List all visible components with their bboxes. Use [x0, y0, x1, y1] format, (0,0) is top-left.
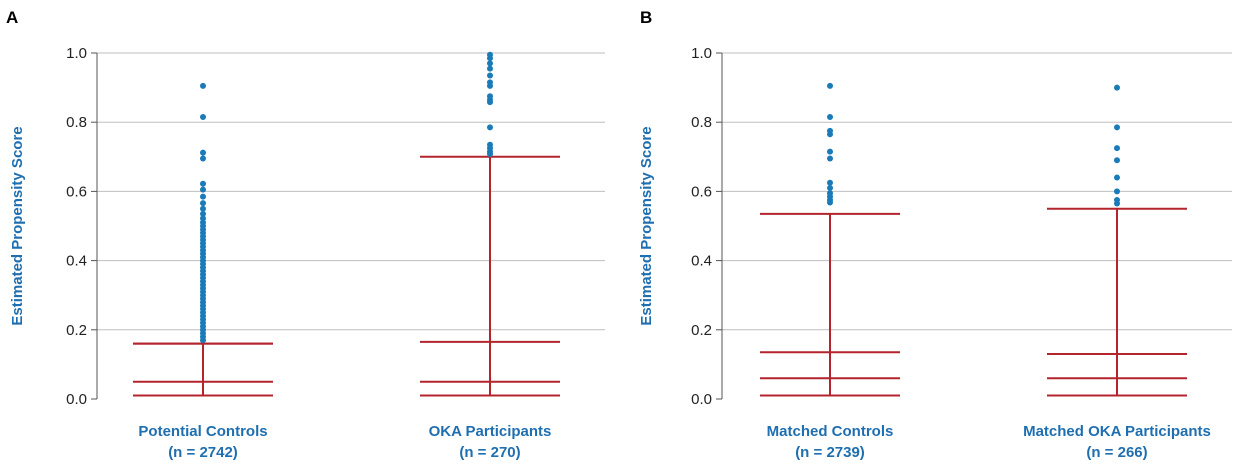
outlier-point	[200, 155, 206, 162]
outlier-point	[1114, 124, 1120, 131]
category-n-label: (n = 2742)	[168, 444, 238, 461]
panel-a-plot: 0.0 0.2 0.4 0.6 0.8 1.0 Estimated Propensity S…	[9, 45, 605, 461]
box-oka-participants	[420, 51, 560, 397]
outlier-point	[827, 82, 833, 89]
y-tick-label: 1.0	[66, 45, 87, 62]
y-tick-label: 0.0	[691, 391, 712, 408]
outlier-point	[200, 215, 206, 222]
category-n-label: (n = 2739)	[795, 444, 865, 461]
panel-a-letter: A	[6, 8, 18, 27]
outlier-point	[200, 180, 206, 187]
outlier-point	[1114, 157, 1120, 164]
outlier-point	[200, 200, 206, 207]
y-tick-label: 0.4	[66, 253, 87, 270]
outlier-point	[487, 55, 493, 62]
y-tick-label: 0.0	[66, 391, 87, 408]
outlier-point	[487, 99, 493, 106]
y-tick-label: 0.8	[66, 114, 87, 131]
y-tick-label: 0.2	[691, 322, 712, 339]
y-tick-label: 0.6	[66, 183, 87, 200]
category-n-label: (n = 266)	[1086, 444, 1147, 461]
category-label: Potential Controls	[138, 423, 267, 440]
box-matched-controls	[760, 82, 900, 397]
outlier-point	[1114, 188, 1120, 195]
outlier-point	[487, 60, 493, 67]
panel-b-plot: 0.0 0.2 0.4 0.6 0.8 1.0 Estimated Propensity S…	[638, 45, 1232, 461]
outlier-point	[827, 199, 833, 206]
outlier-point	[200, 193, 206, 200]
outlier-point	[827, 179, 833, 186]
outlier-point	[200, 210, 206, 217]
outlier-point	[1114, 145, 1120, 152]
outlier-point	[827, 148, 833, 155]
outlier-point	[1114, 84, 1120, 91]
outlier-point	[1114, 174, 1120, 181]
y-axis-title: Estimated Propensity Score	[638, 126, 655, 325]
y-tick-label: 0.6	[691, 183, 712, 200]
outlier-point	[827, 114, 833, 121]
outlier-point	[487, 72, 493, 79]
box-potential-controls	[133, 82, 273, 397]
y-tick-label: 0.4	[691, 253, 712, 270]
outlier-point	[200, 149, 206, 156]
category-n-label: (n = 270)	[459, 444, 520, 461]
outlier-point	[487, 151, 493, 158]
outlier-point	[1114, 200, 1120, 207]
outlier-point	[487, 65, 493, 72]
outlier-point	[827, 155, 833, 162]
y-tick-label: 1.0	[691, 45, 712, 62]
outlier-point	[487, 82, 493, 89]
y-tick-label: 0.2	[66, 322, 87, 339]
outlier-point	[200, 82, 206, 89]
panel-b-letter: B	[640, 8, 652, 27]
outlier-point	[827, 184, 833, 191]
category-label: OKA Participants	[429, 423, 552, 440]
box-matched-oka-participants	[1047, 84, 1187, 397]
outlier-point	[200, 186, 206, 193]
outlier-point	[200, 337, 206, 344]
category-label: Matched OKA Participants	[1023, 423, 1211, 440]
outlier-point	[200, 114, 206, 121]
outlier-point	[487, 124, 493, 131]
category-label: Matched Controls	[767, 423, 894, 440]
outlier-point	[827, 131, 833, 138]
y-axis-title: Estimated Propensity Score	[9, 126, 26, 325]
outlier-point	[200, 205, 206, 212]
y-tick-label: 0.8	[691, 114, 712, 131]
